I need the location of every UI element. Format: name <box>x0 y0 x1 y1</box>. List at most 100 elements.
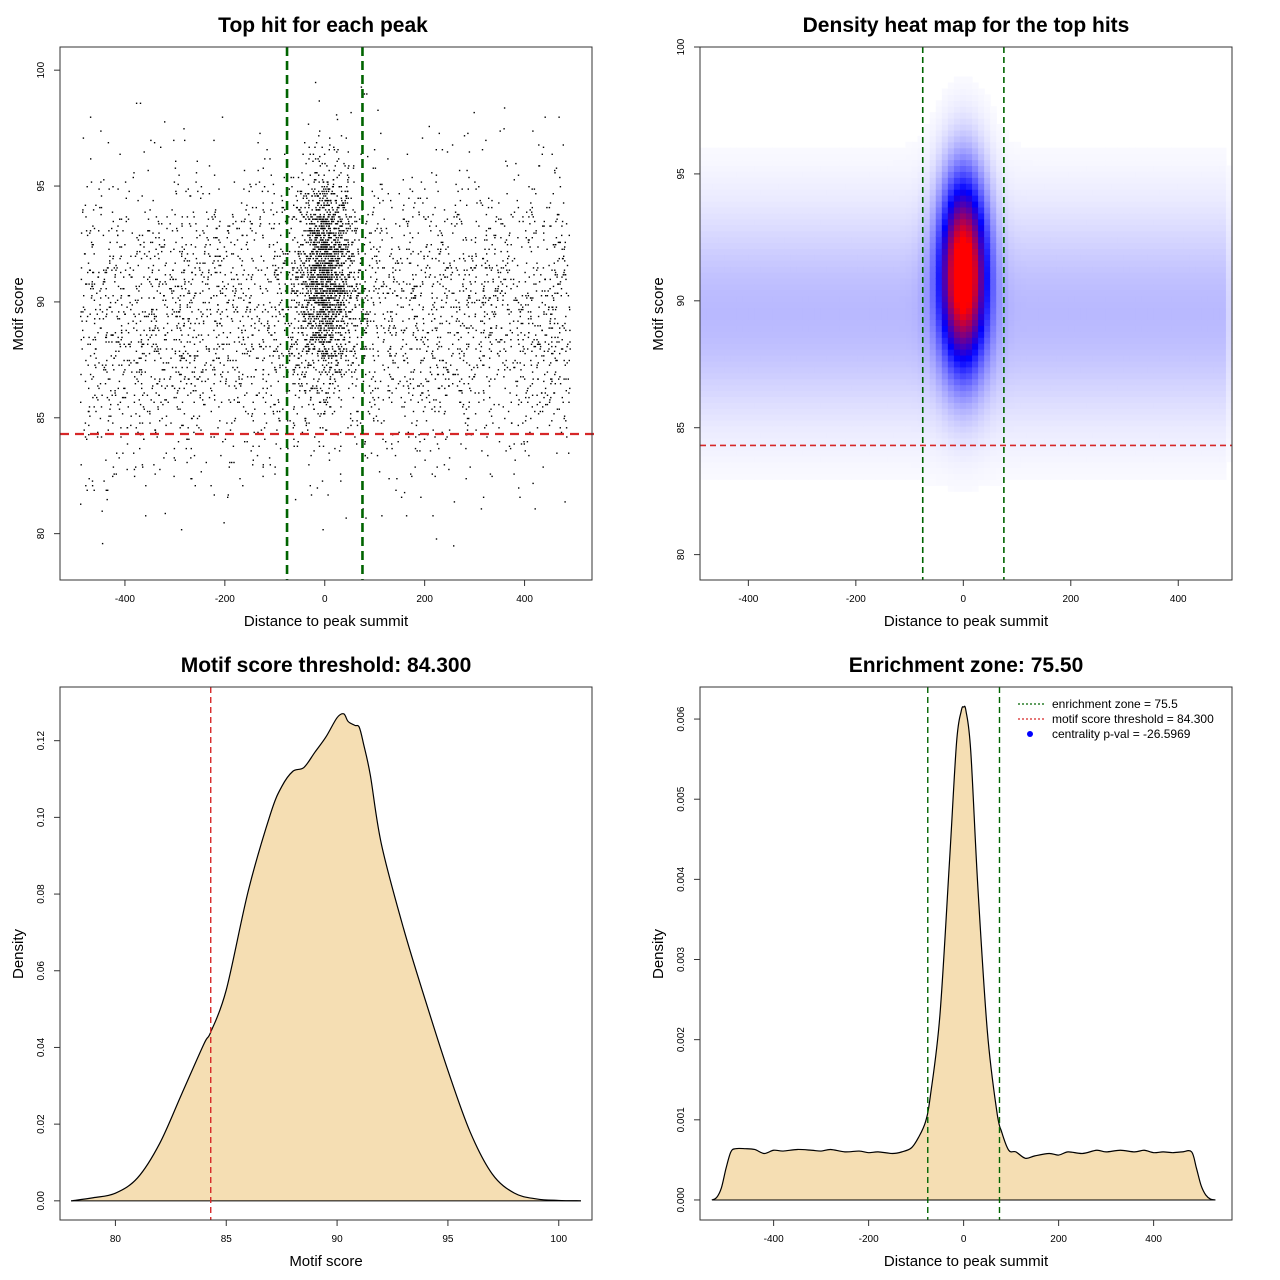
scatter-point <box>306 276 309 278</box>
scatter-point <box>517 320 519 322</box>
scatter-point <box>316 332 319 334</box>
scatter-point <box>310 454 312 457</box>
scatter-point <box>493 234 495 237</box>
scatter-point <box>266 149 268 151</box>
scatter-point <box>421 392 423 394</box>
scatter-point <box>310 364 312 366</box>
scatter-point <box>391 447 393 450</box>
scatter-point <box>320 274 322 276</box>
scatter-point <box>306 350 308 352</box>
scatter-point <box>183 269 185 271</box>
scatter-point <box>319 341 322 343</box>
scatter-point <box>439 230 441 232</box>
scatter-point <box>297 190 299 193</box>
scatter-point <box>346 202 349 204</box>
scatter-point <box>527 239 530 241</box>
scatter-point <box>484 336 487 339</box>
scatter-point <box>307 230 309 232</box>
scatter-point <box>178 339 181 341</box>
scatter-point <box>156 290 158 292</box>
scatter-point <box>386 232 388 234</box>
scatter-point <box>161 417 163 420</box>
scatter-point <box>206 237 208 239</box>
scatter-point <box>481 301 483 304</box>
scatter-point <box>560 348 563 350</box>
scatter-point <box>519 496 521 498</box>
scatter-point <box>262 304 265 306</box>
scatter-point <box>134 255 137 257</box>
scatter-point <box>106 332 108 334</box>
scatter-point <box>327 315 330 318</box>
scatter-point <box>232 216 234 218</box>
scatter-point <box>143 352 145 355</box>
scatter-point <box>366 318 368 320</box>
scatter-point <box>107 489 109 491</box>
scatter-point <box>422 359 424 362</box>
scatter-point <box>352 253 354 255</box>
scatter-point <box>262 237 264 239</box>
scatter-point <box>357 276 359 278</box>
scatter-point <box>279 447 282 450</box>
scatter-point <box>338 327 340 329</box>
scatter-point <box>324 318 326 320</box>
scatter-point <box>536 339 538 341</box>
scatter-point <box>252 420 254 422</box>
scatter-point <box>193 355 196 357</box>
scatter-point <box>549 318 552 320</box>
scatter-point <box>114 281 116 283</box>
scatter-point <box>258 445 260 447</box>
scatter-point <box>99 290 101 292</box>
scatter-point <box>282 253 285 255</box>
scatter-point <box>401 262 403 264</box>
scatter-point <box>264 438 266 440</box>
scatter-point <box>92 225 94 227</box>
scatter-point <box>159 420 161 422</box>
scatter-point <box>327 183 329 186</box>
scatter-point <box>213 174 216 176</box>
scatter-point <box>396 295 399 297</box>
scatter-point <box>353 271 355 274</box>
scatter-point <box>322 232 324 234</box>
scatter-point <box>321 232 323 234</box>
scatter-point <box>302 262 304 264</box>
scatter-point <box>100 213 102 216</box>
scatter-point <box>103 366 106 369</box>
scatter-point <box>293 327 296 329</box>
scatter-point <box>329 278 331 281</box>
scatter-point <box>176 327 178 329</box>
scatter-point <box>497 341 499 343</box>
scatter-point <box>146 255 148 257</box>
scatter-point <box>106 396 109 399</box>
scatter-point <box>137 341 140 343</box>
scatter-point <box>338 267 340 269</box>
scatter-point <box>338 390 341 392</box>
scatter-point <box>405 220 408 223</box>
scatter-point <box>408 318 410 320</box>
scatter-point <box>118 364 120 366</box>
scatter-point <box>508 445 511 447</box>
scatter-point <box>363 244 366 246</box>
scatter-point <box>335 244 337 246</box>
scatter-point <box>445 288 447 290</box>
scatter-point <box>538 306 540 308</box>
scatter-point <box>310 318 312 320</box>
scatter-point <box>347 267 349 269</box>
scatter-point <box>320 299 322 301</box>
scatter-point <box>288 188 290 190</box>
scatter-point <box>143 151 145 153</box>
scatter-point <box>305 422 308 424</box>
scatter-point <box>133 313 135 315</box>
scatter-point <box>302 281 305 283</box>
scatter-point <box>302 283 304 285</box>
scatter-point <box>315 255 317 257</box>
scatter-point <box>132 176 134 179</box>
scatter-point <box>317 380 319 383</box>
scatter-point <box>420 496 422 498</box>
scatter-point <box>459 380 461 383</box>
scatter-point <box>459 401 461 403</box>
scatter-point <box>402 355 404 357</box>
scatter-point <box>335 250 338 253</box>
scatter-point <box>153 329 155 332</box>
scatter-point <box>468 327 470 329</box>
scatter-point <box>260 429 263 431</box>
